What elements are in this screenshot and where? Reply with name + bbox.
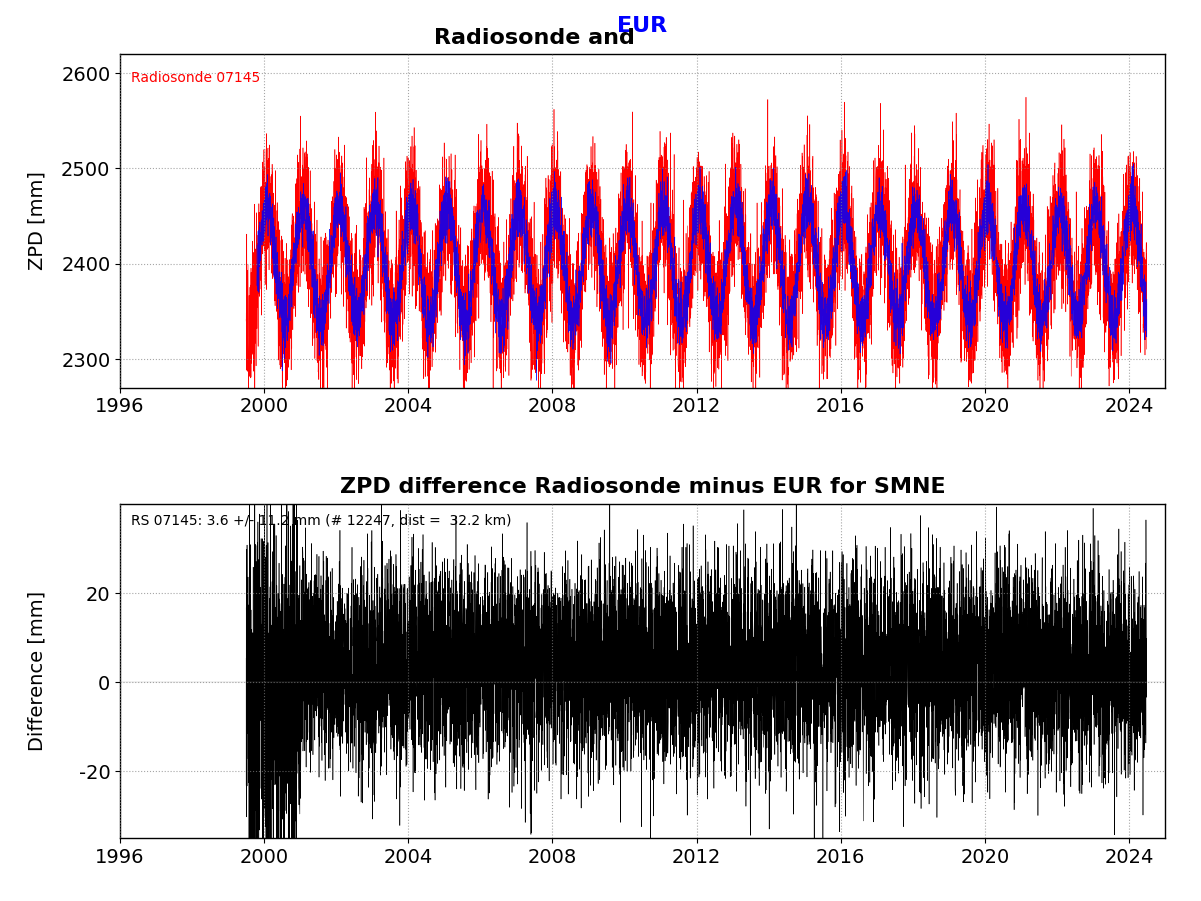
Text: Radiosonde 07145: Radiosonde 07145: [131, 71, 259, 85]
Title: ZPD difference Radiosonde minus EUR for SMNE: ZPD difference Radiosonde minus EUR for …: [340, 478, 945, 497]
Text: RS 07145: 3.6 +/- 11.2 mm (# 12247, dist =  32.2 km): RS 07145: 3.6 +/- 11.2 mm (# 12247, dist…: [131, 514, 512, 528]
Y-axis label: Difference [mm]: Difference [mm]: [28, 591, 47, 751]
Y-axis label: ZPD [mm]: ZPD [mm]: [28, 171, 47, 270]
Text: EUR: EUR: [617, 15, 668, 36]
Text: Radiosonde and: Radiosonde and: [434, 28, 643, 48]
Text: Radiosonde and: Radiosonde and: [434, 15, 643, 36]
